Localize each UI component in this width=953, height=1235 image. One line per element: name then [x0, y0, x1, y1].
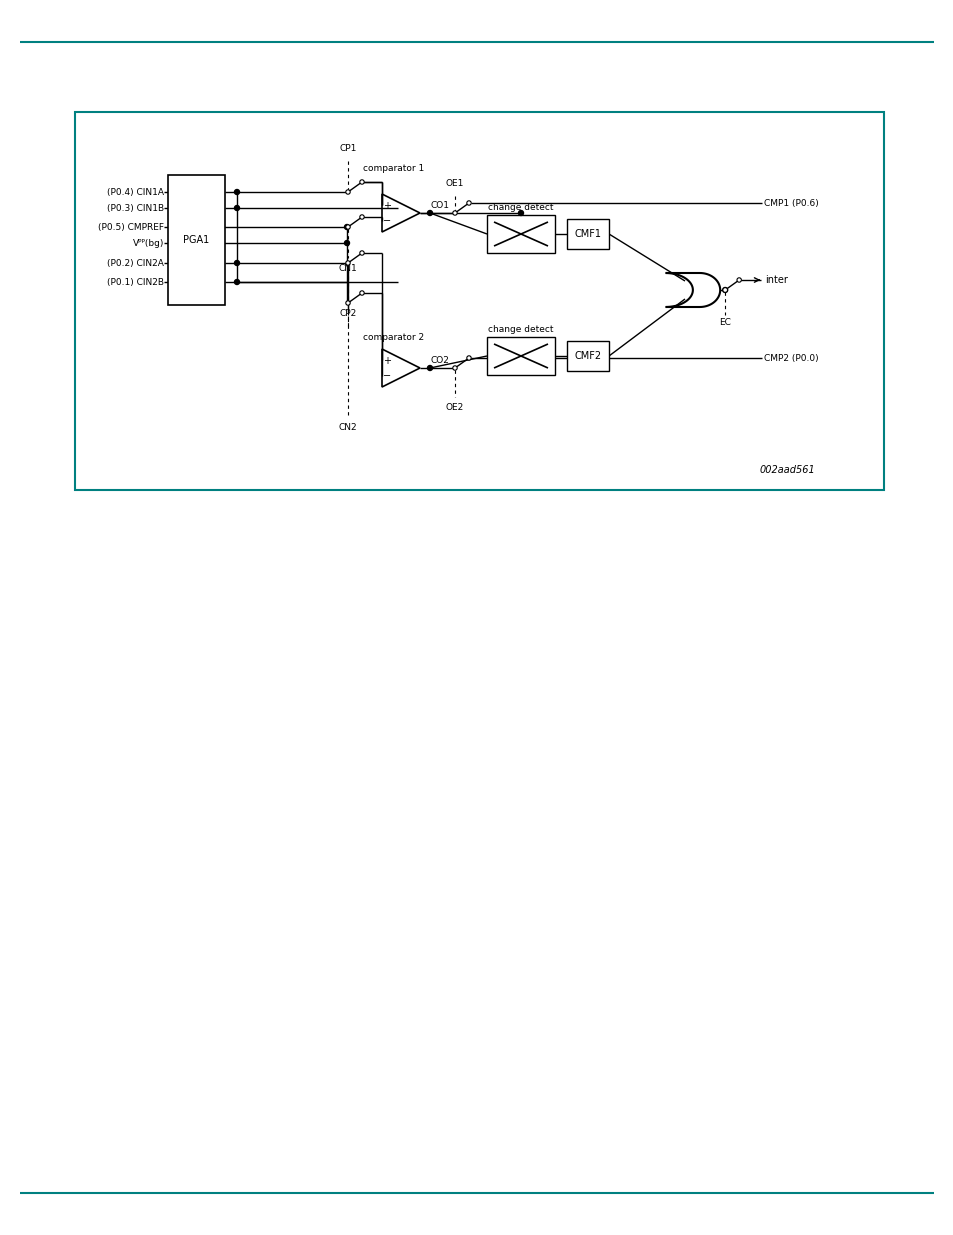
Circle shape — [234, 189, 239, 194]
Text: CN1: CN1 — [338, 263, 357, 273]
Text: change detect: change detect — [488, 203, 553, 211]
Text: Vᴾᴾ(bg): Vᴾᴾ(bg) — [132, 238, 164, 247]
Bar — [168, 175, 225, 305]
Text: EC: EC — [719, 317, 730, 326]
Bar — [486, 215, 555, 253]
Circle shape — [453, 211, 456, 215]
Text: comparator 1: comparator 1 — [363, 163, 424, 173]
Circle shape — [722, 288, 726, 293]
Text: (P0.3) CIN1B: (P0.3) CIN1B — [107, 204, 164, 212]
Text: comparator 2: comparator 2 — [363, 332, 424, 342]
Circle shape — [427, 366, 432, 370]
Text: +: + — [382, 201, 391, 211]
Text: CP2: CP2 — [339, 309, 356, 317]
Circle shape — [345, 301, 350, 305]
Polygon shape — [665, 273, 720, 308]
Circle shape — [234, 261, 239, 266]
Circle shape — [453, 366, 456, 370]
Circle shape — [359, 180, 364, 184]
Text: −: − — [382, 370, 391, 382]
Text: CMF1: CMF1 — [574, 228, 601, 240]
Circle shape — [737, 278, 740, 283]
Text: change detect: change detect — [488, 325, 553, 333]
Text: OE1: OE1 — [445, 179, 464, 188]
Circle shape — [359, 251, 364, 256]
Text: (P0.1) CIN2B: (P0.1) CIN2B — [107, 278, 164, 287]
Text: CMF2: CMF2 — [574, 351, 601, 361]
Circle shape — [234, 205, 239, 210]
Circle shape — [518, 210, 523, 215]
Text: CN2: CN2 — [338, 422, 357, 431]
Circle shape — [344, 225, 349, 230]
Circle shape — [344, 241, 349, 246]
Circle shape — [722, 288, 727, 293]
Bar — [566, 341, 608, 370]
Text: CMP1 (P0.6): CMP1 (P0.6) — [763, 199, 818, 207]
Text: CP1: CP1 — [339, 143, 356, 152]
Text: 002aad561: 002aad561 — [760, 466, 815, 475]
Circle shape — [466, 356, 471, 361]
Text: PGA1: PGA1 — [183, 235, 209, 245]
Text: CO1: CO1 — [431, 200, 450, 210]
Circle shape — [427, 210, 432, 215]
Bar — [486, 337, 555, 375]
Text: (P0.2) CIN2A: (P0.2) CIN2A — [107, 258, 164, 268]
Text: CO2: CO2 — [431, 356, 450, 364]
Circle shape — [345, 225, 350, 230]
Text: CMP2 (P0.0): CMP2 (P0.0) — [763, 353, 818, 363]
Text: +: + — [382, 356, 391, 366]
Text: (P0.4) CIN1A: (P0.4) CIN1A — [107, 188, 164, 196]
Circle shape — [359, 290, 364, 295]
Circle shape — [359, 215, 364, 219]
Circle shape — [234, 279, 239, 284]
Text: (P0.5) CMPREF: (P0.5) CMPREF — [98, 222, 164, 231]
Bar — [75, 112, 883, 490]
Text: −: − — [382, 216, 391, 226]
Circle shape — [345, 261, 350, 266]
Circle shape — [345, 190, 350, 194]
Circle shape — [466, 201, 471, 205]
Text: inter: inter — [764, 275, 787, 285]
Bar — [566, 219, 608, 249]
Text: OE2: OE2 — [445, 403, 464, 411]
